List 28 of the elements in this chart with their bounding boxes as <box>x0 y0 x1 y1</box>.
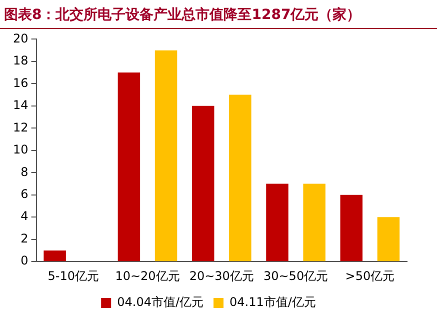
chart-title: 图表8：北交所电子设备产业总市值降至1287亿元（家） <box>0 0 437 29</box>
y-tick-label: 8 <box>20 164 28 179</box>
bar <box>192 106 214 262</box>
y-tick-label: 6 <box>20 187 28 202</box>
x-tick-label: 20~30亿元 <box>189 268 254 283</box>
bar <box>377 217 400 262</box>
y-tick-label: 16 <box>12 76 28 90</box>
legend-label: 04.04市值/亿元 <box>117 295 204 310</box>
bar <box>154 50 178 262</box>
bar <box>303 184 326 262</box>
bar <box>266 184 288 262</box>
bar <box>229 94 252 262</box>
y-tick-label: 14 <box>12 98 28 112</box>
y-tick-label: 10 <box>12 142 28 157</box>
y-tick-label: 0 <box>20 254 28 268</box>
bar <box>340 194 363 262</box>
y-tick-label: 4 <box>20 209 28 224</box>
x-tick-label: 30~50亿元 <box>263 268 328 283</box>
x-tick-label: 5-10亿元 <box>48 268 99 283</box>
y-tick-label: 20 <box>12 31 28 46</box>
legend-label: 04.11市值/亿元 <box>230 295 316 310</box>
bar <box>118 72 140 262</box>
x-tick-label: 10~20亿元 <box>115 268 180 283</box>
y-tick-label: 2 <box>20 231 28 246</box>
y-tick-label: 12 <box>12 120 28 134</box>
bar <box>44 250 66 262</box>
x-tick-label: >50亿元 <box>345 268 395 283</box>
y-tick-label: 18 <box>12 54 28 68</box>
